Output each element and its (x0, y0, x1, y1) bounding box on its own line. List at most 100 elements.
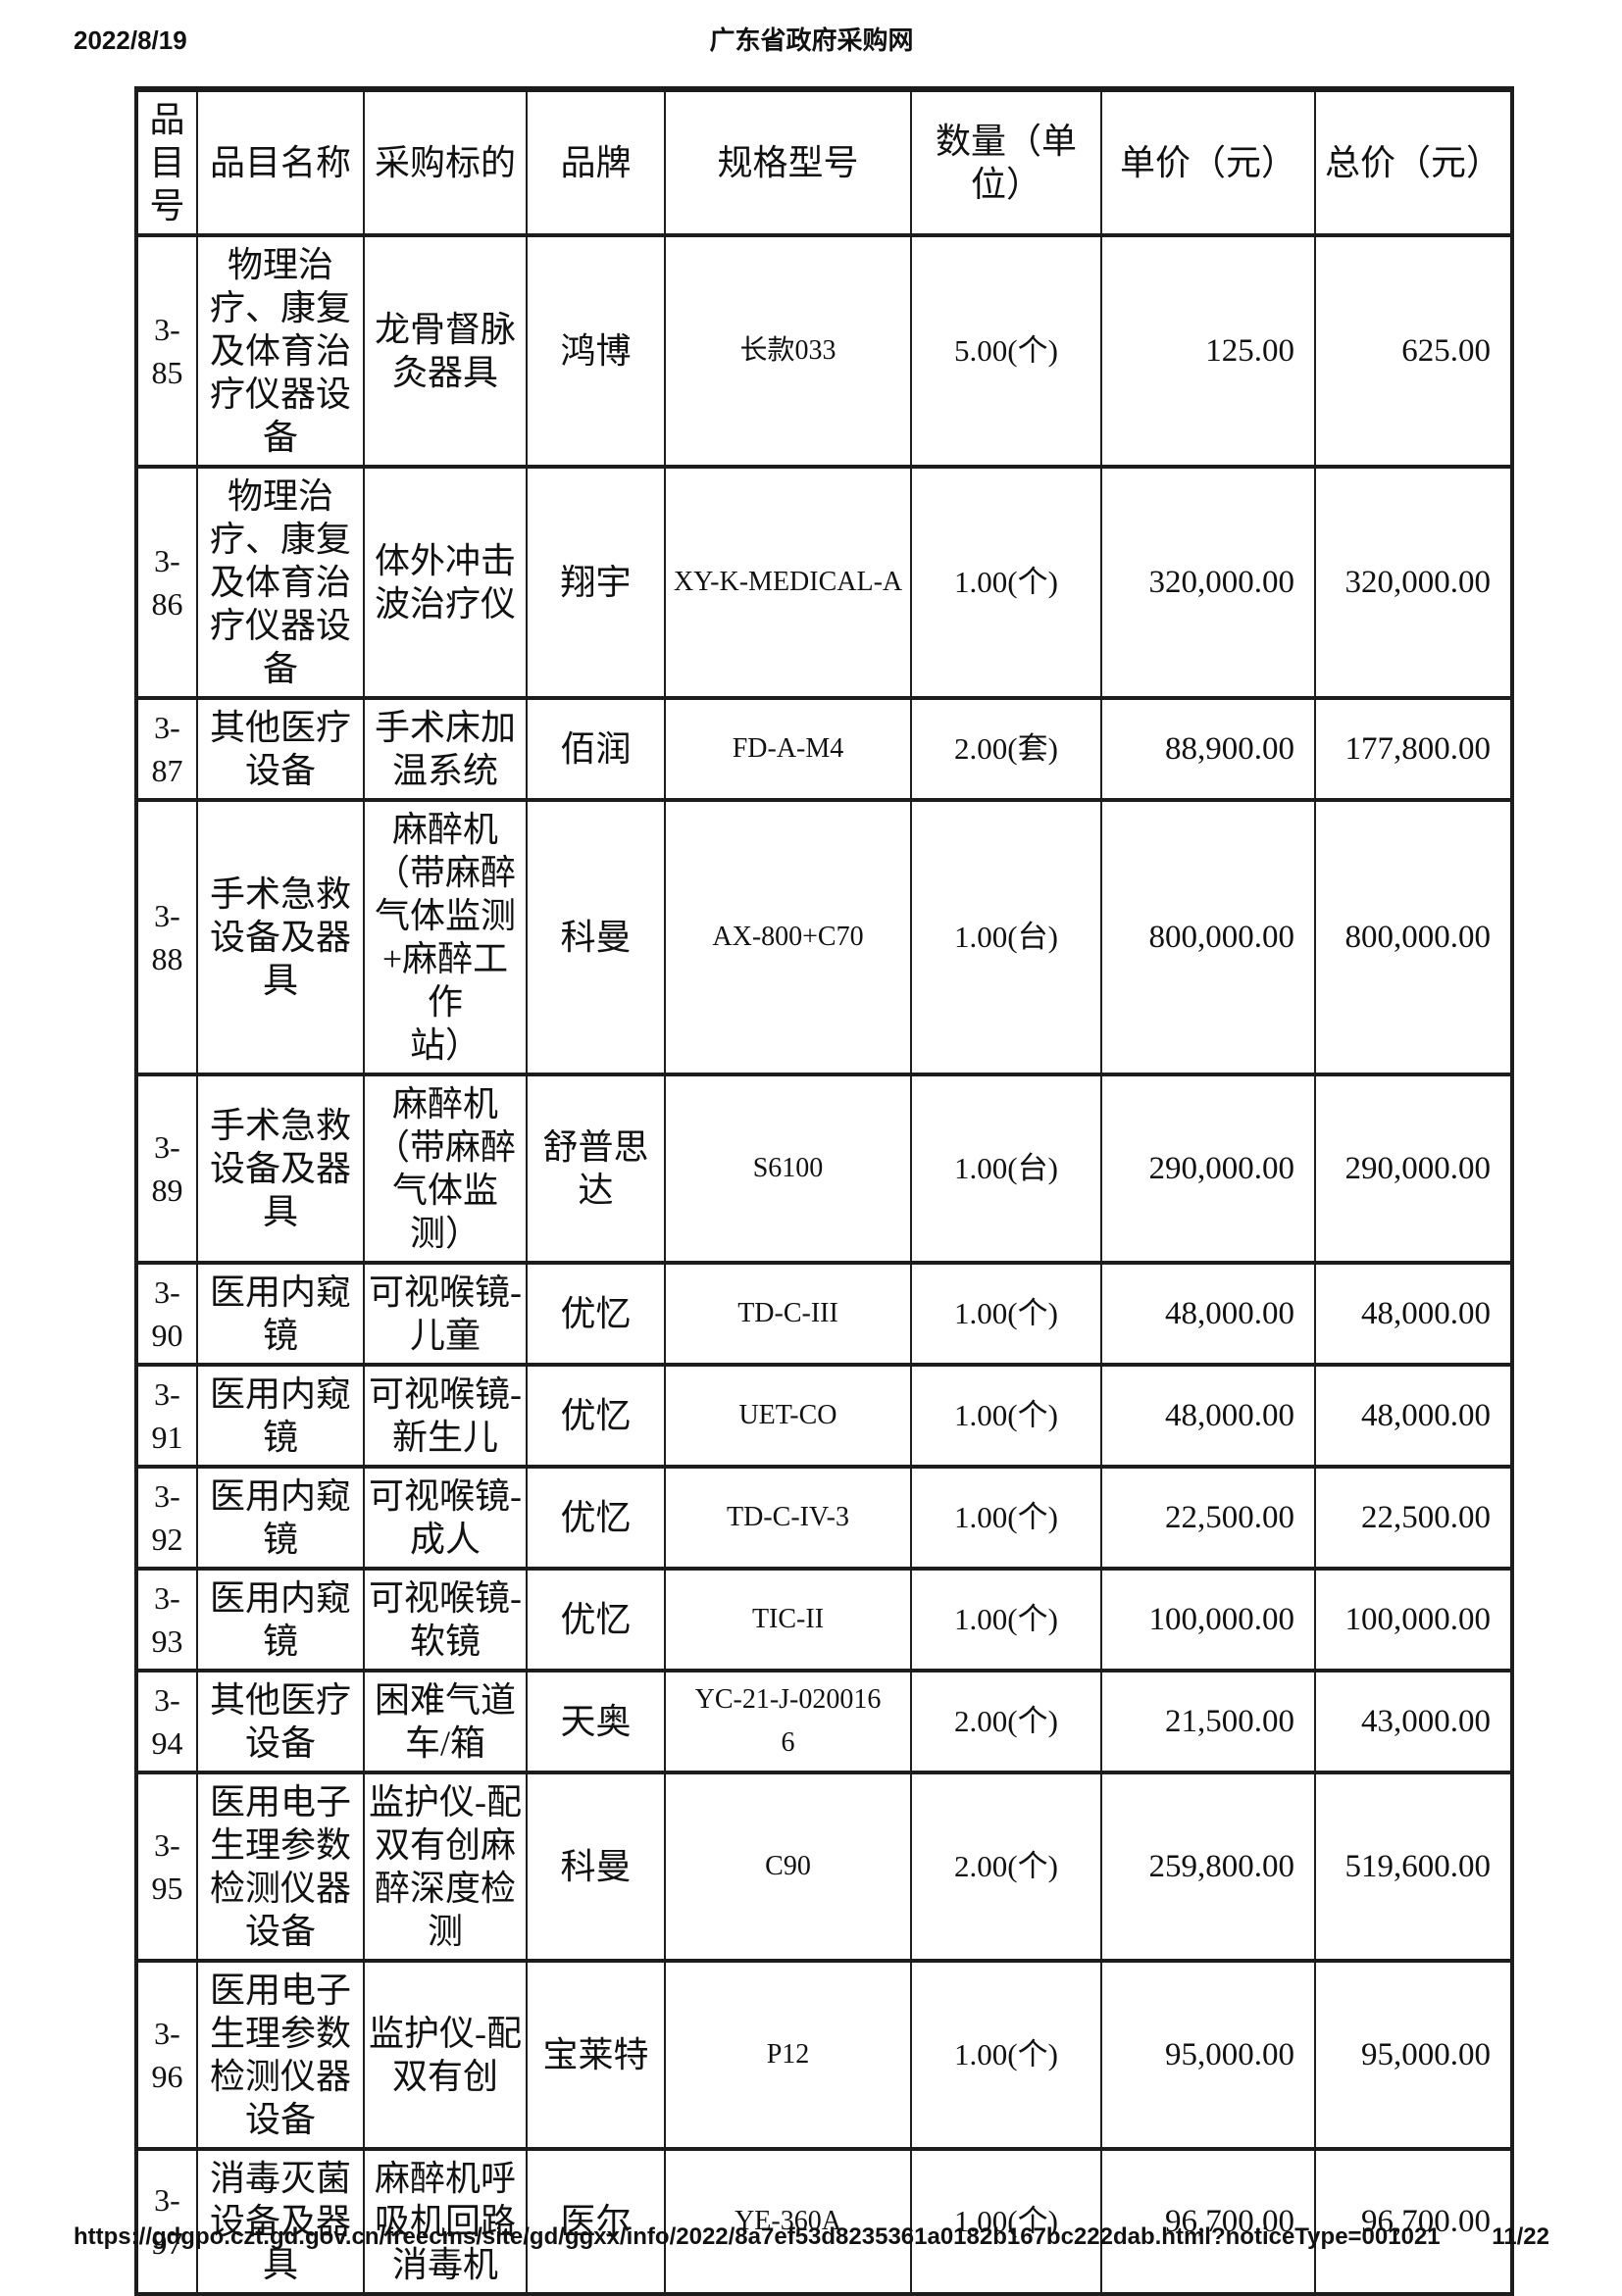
cell-item-name: 物理治 疗、康复 及体育治 疗仪器设 备 (196, 465, 365, 700)
cell-unit-price: 125.00 (1100, 233, 1316, 469)
cell-brand: 优忆 (526, 1261, 666, 1367)
cell-total-price: 290,000.00 (1314, 1073, 1513, 1265)
cell-quantity: 1.00(个) (910, 1567, 1102, 1672)
cell-quantity: 1.00(个) (910, 1363, 1102, 1469)
cell-total-price: 48,000.00 (1314, 1363, 1513, 1469)
cell-item-name: 医用内窥 镜 (196, 1363, 365, 1469)
cell-item-no: 3- 90 (135, 1261, 198, 1367)
cell-item-no: 3- 97 (135, 2147, 198, 2296)
cell-target: 麻醉机呼 吸机回路 消毒机 (363, 2147, 528, 2296)
cell-item-name: 医用内窥 镜 (196, 1567, 365, 1672)
cell-unit-price: 320,000.00 (1100, 465, 1316, 700)
cell-unit-price: 95,000.00 (1100, 1959, 1316, 2151)
cell-quantity: 1.00(台) (910, 1073, 1102, 1265)
cell-total-price: 95,000.00 (1314, 1959, 1513, 2151)
table-row: 3- 97 消毒灭菌 设备及器 具 麻醉机呼 吸机回路 消毒机 医尔 YE-36… (135, 2147, 1513, 2296)
cell-total-price: 177,800.00 (1314, 696, 1513, 802)
cell-item-name: 医用电子 生理参数 检测仪器 设备 (196, 1771, 365, 1963)
cell-brand: 佰润 (526, 696, 666, 802)
cell-unit-price: 290,000.00 (1100, 1073, 1316, 1265)
header-brand: 品牌 (526, 87, 666, 237)
table-row: 3- 89 手术急救 设备及器 具 麻醉机 （带麻醉 气体监 测） 舒普思 达 … (135, 1073, 1513, 1265)
cell-target: 监护仪-配 双有创麻 醉深度检 测 (363, 1771, 528, 1963)
cell-total-price: 519,600.00 (1314, 1771, 1513, 1963)
header-target: 采购标的 (363, 87, 528, 237)
cell-unit-price: 100,000.00 (1100, 1567, 1316, 1672)
cell-item-name: 医用电子 生理参数 检测仪器 设备 (196, 1959, 365, 2151)
cell-spec: XY-K-MEDICAL-A (664, 465, 912, 700)
cell-brand: 宝莱特 (526, 1959, 666, 2151)
cell-brand: 科曼 (526, 1771, 666, 1963)
cell-unit-price: 22,500.00 (1100, 1465, 1316, 1571)
cell-total-price: 100,000.00 (1314, 1567, 1513, 1672)
cell-item-no: 3- 93 (135, 1567, 198, 1672)
cell-unit-price: 21,500.00 (1100, 1669, 1316, 1774)
cell-brand: 科曼 (526, 798, 666, 1076)
table-row: 3- 93 医用内窥 镜 可视喉镜- 软镜 优忆 TIC-II 1.00(个) … (135, 1567, 1513, 1672)
cell-quantity: 1.00(个) (910, 1465, 1102, 1571)
header-unit-price: 单价（元） (1100, 87, 1316, 237)
cell-target: 可视喉镜- 新生儿 (363, 1363, 528, 1469)
cell-target: 监护仪-配 双有创 (363, 1959, 528, 2151)
cell-item-name: 医用内窥 镜 (196, 1261, 365, 1367)
cell-item-name: 消毒灭菌 设备及器 具 (196, 2147, 365, 2296)
print-header: 2022/8/19 广东省政府采购网 (74, 24, 1549, 57)
cell-quantity: 5.00(个) (910, 233, 1102, 469)
cell-spec: C90 (664, 1771, 912, 1963)
header-spec: 规格型号 (664, 87, 912, 237)
cell-spec: TIC-II (664, 1567, 912, 1672)
cell-item-name: 手术急救 设备及器 具 (196, 798, 365, 1076)
cell-target: 困难气道 车/箱 (363, 1669, 528, 1774)
cell-brand: 优忆 (526, 1465, 666, 1571)
cell-brand: 优忆 (526, 1363, 666, 1469)
cell-unit-price: 800,000.00 (1100, 798, 1316, 1076)
cell-total-price: 96,700.00 (1314, 2147, 1513, 2296)
cell-spec: S6100 (664, 1073, 912, 1265)
cell-target: 可视喉镜- 软镜 (363, 1567, 528, 1672)
cell-quantity: 1.00(个) (910, 465, 1102, 700)
cell-quantity: 1.00(个) (910, 1959, 1102, 2151)
table-header-row: 品 目 号 品目名称 采购标的 品牌 规格型号 数量（单 位） 单价（元） 总价… (135, 87, 1513, 237)
cell-spec: 长款033 (664, 233, 912, 469)
cell-item-name: 手术急救 设备及器 具 (196, 1073, 365, 1265)
table-row: 3- 96 医用电子 生理参数 检测仪器 设备 监护仪-配 双有创 宝莱特 P1… (135, 1959, 1513, 2151)
cell-item-no: 3- 86 (135, 465, 198, 700)
cell-item-no: 3- 95 (135, 1771, 198, 1963)
cell-target: 可视喉镜- 儿童 (363, 1261, 528, 1367)
cell-item-name: 其他医疗 设备 (196, 696, 365, 802)
cell-total-price: 48,000.00 (1314, 1261, 1513, 1367)
cell-target: 体外冲击 波治疗仪 (363, 465, 528, 700)
table-row: 3- 90 医用内窥 镜 可视喉镜- 儿童 优忆 TD-C-III 1.00(个… (135, 1261, 1513, 1367)
cell-item-name: 物理治 疗、康复 及体育治 疗仪器设 备 (196, 233, 365, 469)
cell-brand: 优忆 (526, 1567, 666, 1672)
cell-item-no: 3- 88 (135, 798, 198, 1076)
footer-url: https://gdgpo.czt.gd.gov.cn/freecms/site… (74, 2223, 1441, 2250)
cell-unit-price: 96,700.00 (1100, 2147, 1316, 2296)
table-row: 3- 95 医用电子 生理参数 检测仪器 设备 监护仪-配 双有创麻 醉深度检 … (135, 1771, 1513, 1963)
procurement-table: 品 目 号 品目名称 采购标的 品牌 规格型号 数量（单 位） 单价（元） 总价… (134, 86, 1514, 2296)
cell-spec: FD-A-M4 (664, 696, 912, 802)
cell-brand: 翔宇 (526, 465, 666, 700)
cell-item-no: 3- 87 (135, 696, 198, 802)
cell-quantity: 2.00(个) (910, 1669, 1102, 1774)
cell-quantity: 1.00(个) (910, 1261, 1102, 1367)
table-row: 3- 88 手术急救 设备及器 具 麻醉机 （带麻醉 气体监测 +麻醉工作 站）… (135, 798, 1513, 1076)
cell-total-price: 43,000.00 (1314, 1669, 1513, 1774)
cell-total-price: 320,000.00 (1314, 465, 1513, 700)
header-total-price: 总价（元） (1314, 87, 1513, 237)
cell-unit-price: 259,800.00 (1100, 1771, 1316, 1963)
cell-item-name: 其他医疗 设备 (196, 1669, 365, 1774)
cell-spec: TD-C-III (664, 1261, 912, 1367)
table-row: 3- 94 其他医疗 设备 困难气道 车/箱 天奥 YC-21-J-020016… (135, 1669, 1513, 1774)
cell-target: 手术床加 温系统 (363, 696, 528, 802)
cell-brand: 天奥 (526, 1669, 666, 1774)
cell-item-no: 3- 91 (135, 1363, 198, 1469)
cell-target: 麻醉机 （带麻醉 气体监 测） (363, 1073, 528, 1265)
cell-item-no: 3- 89 (135, 1073, 198, 1265)
cell-target: 龙骨督脉 灸器具 (363, 233, 528, 469)
cell-item-name: 医用内窥 镜 (196, 1465, 365, 1571)
cell-item-no: 3- 94 (135, 1669, 198, 1774)
cell-brand: 鸿博 (526, 233, 666, 469)
table-row: 3- 87 其他医疗 设备 手术床加 温系统 佰润 FD-A-M4 2.00(套… (135, 696, 1513, 802)
